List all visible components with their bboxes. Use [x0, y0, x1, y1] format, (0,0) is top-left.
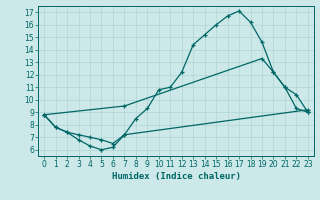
- X-axis label: Humidex (Indice chaleur): Humidex (Indice chaleur): [111, 172, 241, 181]
